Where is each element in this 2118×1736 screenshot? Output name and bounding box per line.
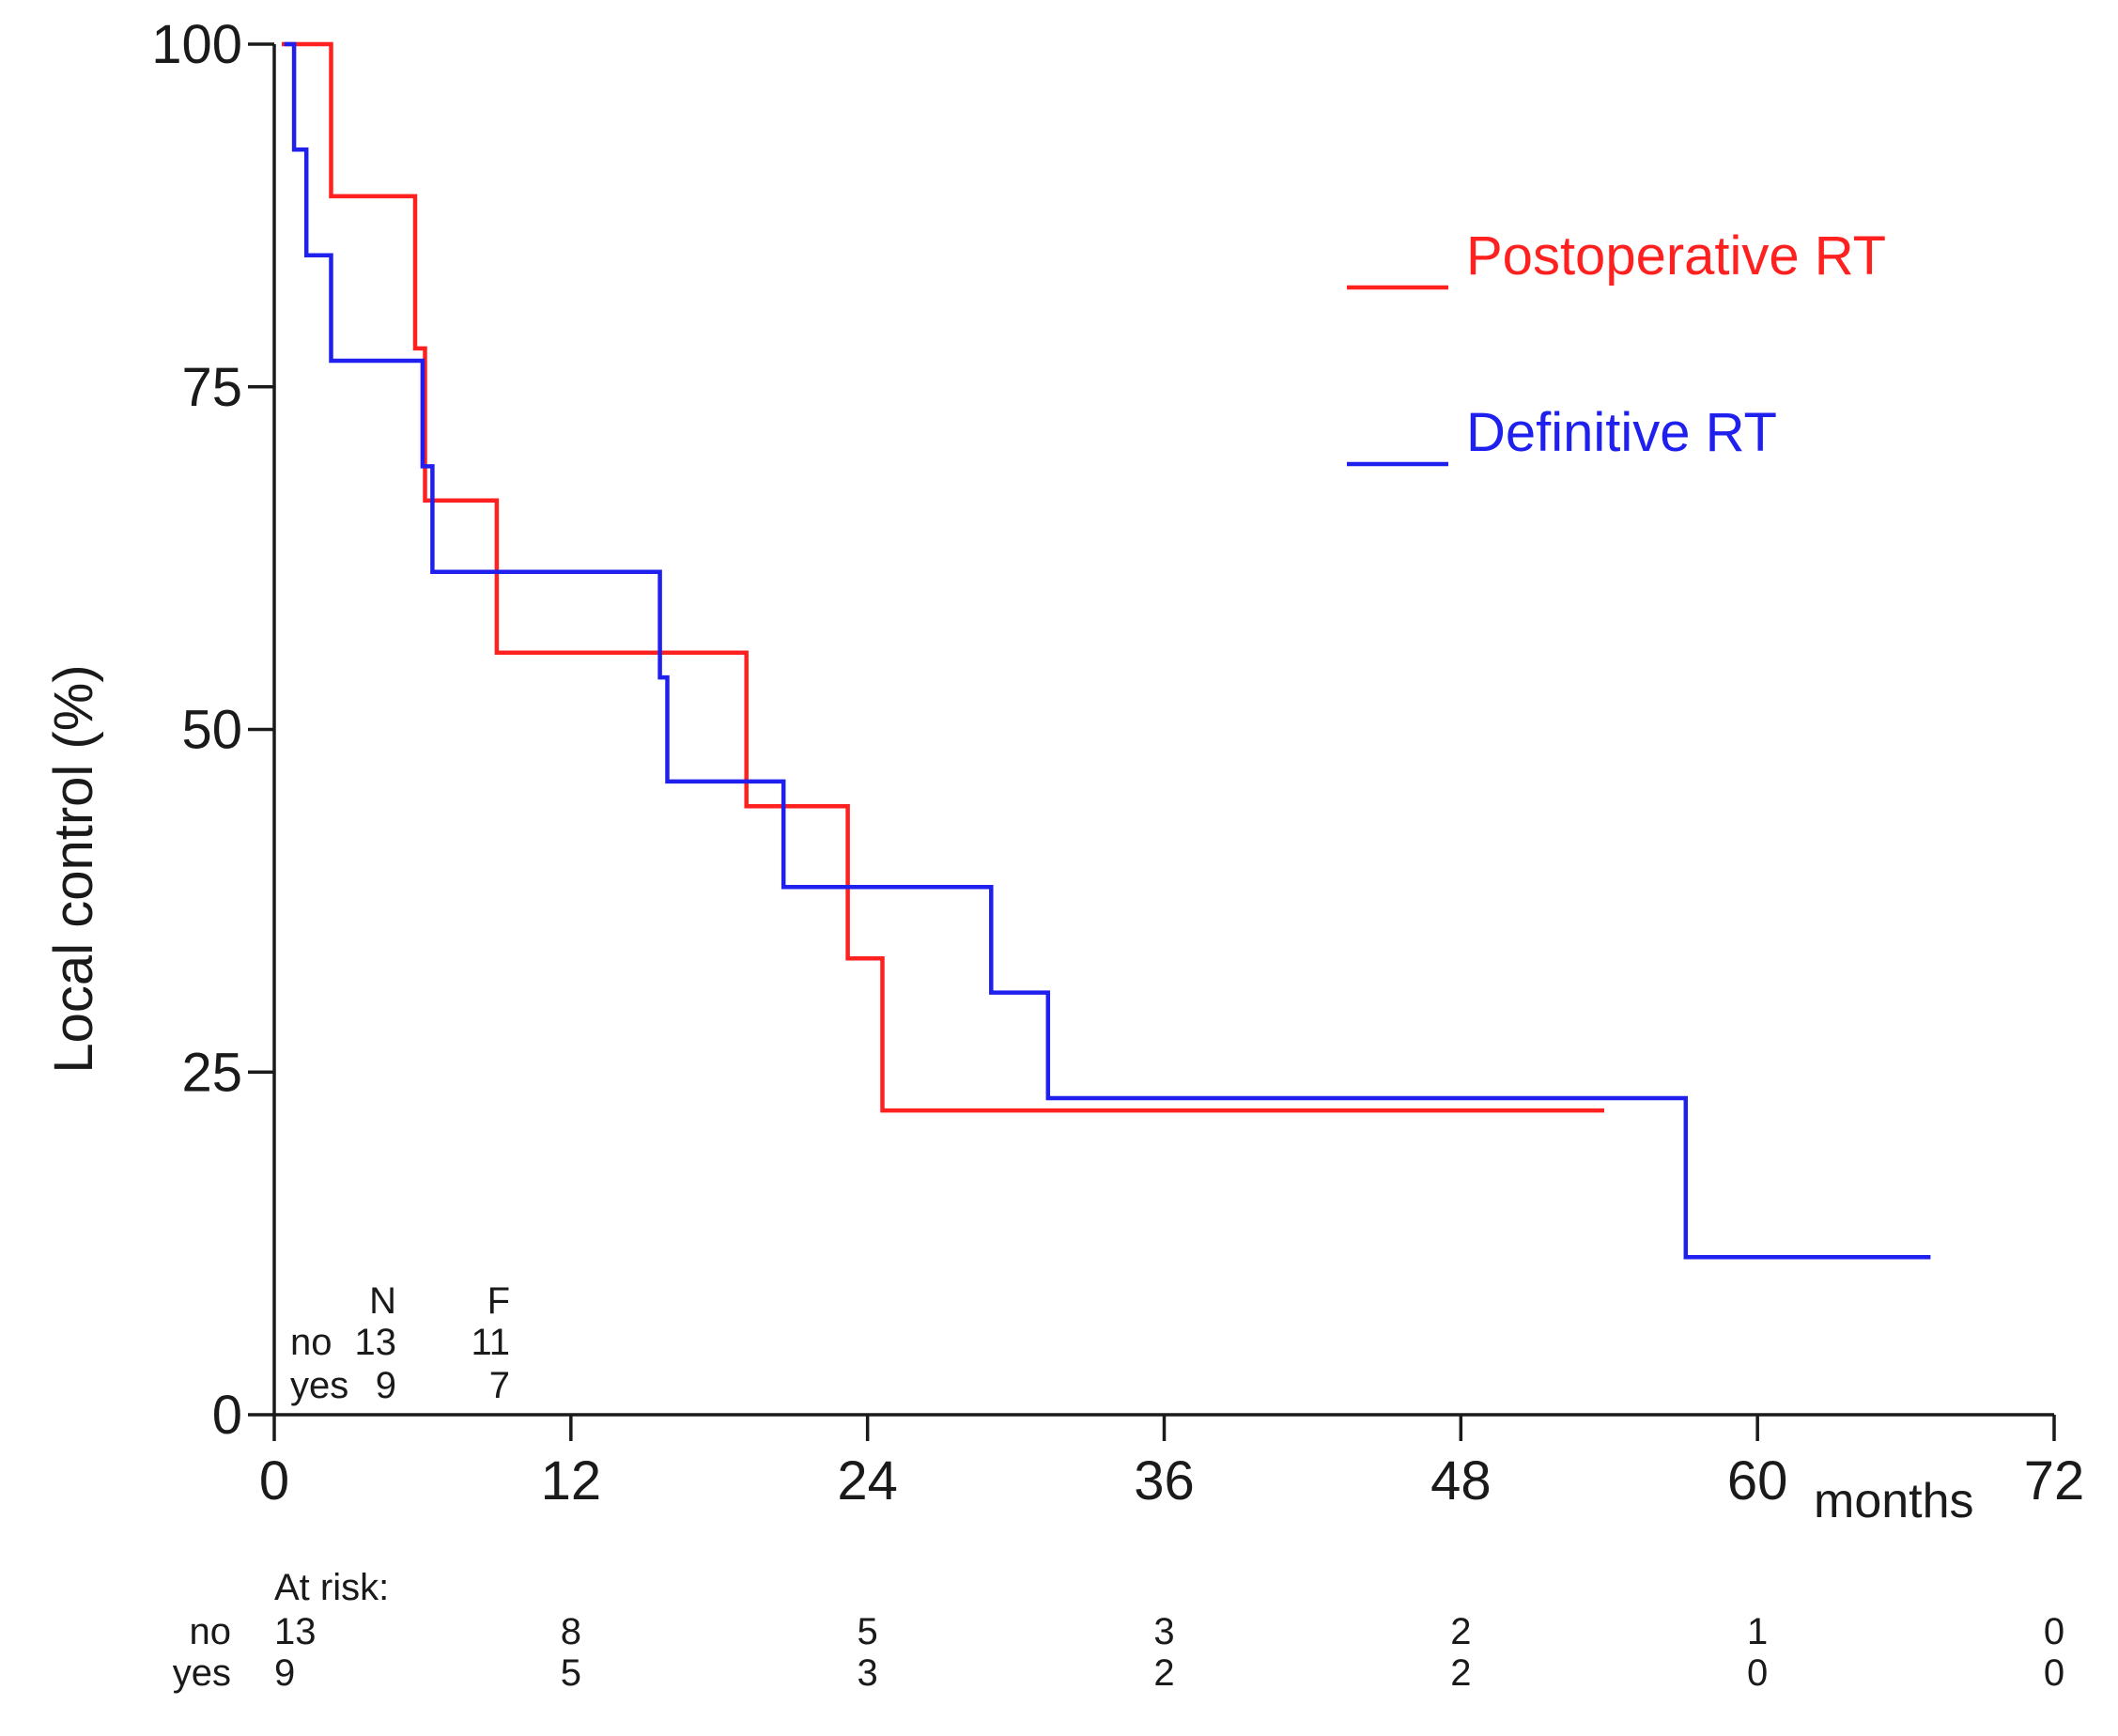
at-risk-value: 5 [858, 1611, 878, 1652]
y-tick-label: 50 [181, 700, 242, 761]
x-tick-label: 0 [259, 1450, 289, 1511]
x-tick-label: 12 [541, 1450, 602, 1511]
at-risk-value: 3 [858, 1652, 878, 1694]
at-risk-value: 13 [274, 1611, 317, 1652]
curve-postoperative-rt [281, 41, 1604, 1113]
y-tick-label: 75 [181, 357, 242, 418]
at-risk-value: 8 [561, 1611, 581, 1652]
events-table-f: 7 [489, 1365, 510, 1406]
at-risk-value: 2 [1153, 1652, 1174, 1694]
curve-definitive-rt [284, 41, 1931, 1260]
at-risk-value: 3 [1153, 1611, 1174, 1652]
legend-label: Definitive RT [1466, 402, 1777, 463]
x-tick-label: 36 [1134, 1450, 1195, 1511]
events-table: N Fno 13 11 yes 9 7 [290, 1280, 510, 1406]
y-tick-label: 0 [212, 1385, 242, 1446]
x-tick-label: 72 [2024, 1450, 2085, 1511]
x-axis-unit-label: months [1814, 1474, 1974, 1528]
events-table-header-f: F [487, 1280, 510, 1322]
events-table-row-label: yes [290, 1365, 348, 1406]
events-table-header-n: N [369, 1280, 396, 1322]
at-risk-title: At risk: [274, 1567, 389, 1608]
at-risk-row-label: yes [173, 1652, 231, 1694]
events-table-n: 9 [376, 1365, 396, 1406]
at-risk-value: 1 [1747, 1611, 1768, 1652]
y-axis-label: Local control (%) [43, 664, 104, 1073]
events-table-f: 11 [471, 1322, 510, 1363]
at-risk-value: 2 [1450, 1652, 1471, 1694]
legend: Postoperative RT Definitive RT [1347, 225, 1886, 467]
x-tick-label: 60 [1727, 1450, 1788, 1511]
at-risk-value: 0 [2044, 1652, 2064, 1694]
at-risk-value: 9 [274, 1652, 295, 1694]
y-tick-label: 25 [181, 1042, 242, 1103]
events-table-row-label: no [290, 1322, 332, 1363]
at-risk-row-label: no [190, 1611, 232, 1652]
x-tick-label: 48 [1430, 1450, 1492, 1511]
at-risk-value: 0 [2044, 1611, 2064, 1652]
survival-curves [281, 41, 1931, 1260]
axis-ticks: 0 25 50 75 100 0 12 24 36 48 60 72 [151, 14, 2084, 1511]
y-tick-label: 100 [151, 14, 242, 75]
x-tick-label: 24 [837, 1450, 898, 1511]
at-risk-value: 0 [1747, 1652, 1768, 1694]
at-risk-value: 5 [561, 1652, 581, 1694]
events-table-n: 13 [355, 1322, 397, 1363]
at-risk-value: 2 [1450, 1611, 1471, 1652]
legend-label: Postoperative RT [1466, 225, 1886, 287]
